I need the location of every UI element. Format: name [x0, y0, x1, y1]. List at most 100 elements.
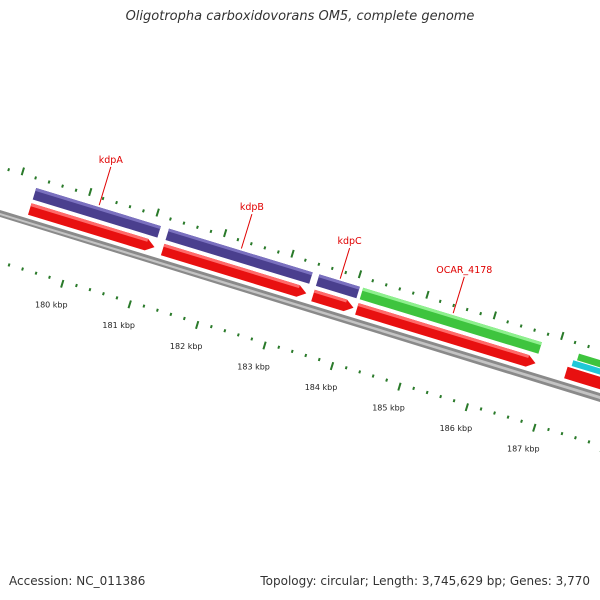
gene-bar-layer	[32, 188, 600, 375]
cds-arrow	[311, 289, 354, 312]
inner-minor-tick	[452, 399, 456, 403]
inner-minor-tick	[587, 440, 591, 444]
outer-minor-tick	[573, 340, 577, 345]
gene-label: OCAR_4178	[436, 265, 492, 276]
outer-minor-tick	[142, 209, 145, 213]
inner-minor-tick	[48, 275, 51, 279]
outer-major-tick	[290, 249, 295, 258]
gene-label-pointer	[240, 213, 253, 249]
gene-label: kdpC	[337, 236, 362, 247]
outer-minor-tick	[276, 250, 280, 254]
outer-minor-tick	[398, 287, 402, 291]
inner-minor-tick	[425, 390, 429, 395]
outer-minor-tick	[47, 180, 51, 184]
scale-tick-label: 187 kbp	[507, 445, 540, 454]
inner-minor-tick	[21, 267, 24, 271]
backbone-layer	[0, 210, 600, 402]
gene-bar	[32, 188, 161, 238]
gene-label-pointer	[339, 247, 351, 279]
inner-minor-tick	[236, 333, 240, 337]
cds-arrow	[355, 303, 536, 367]
inner-tick-ring	[7, 263, 600, 453]
outer-minor-tick	[182, 221, 186, 225]
cds-arrow-highlight	[357, 303, 530, 358]
outer-major-tick	[560, 331, 565, 341]
outer-minor-tick	[128, 205, 132, 209]
inner-minor-tick	[169, 312, 173, 317]
inner-major-tick	[60, 279, 65, 288]
outer-minor-tick	[209, 229, 213, 234]
gene-bar-highlight	[362, 287, 542, 346]
accession-text: Accession: NC_011386	[9, 574, 146, 588]
outer-minor-tick	[196, 225, 199, 229]
inner-major-tick	[127, 300, 132, 309]
inner-minor-tick	[290, 349, 294, 354]
inner-minor-tick	[277, 345, 281, 349]
inner-minor-tick	[547, 427, 550, 432]
inner-minor-tick	[520, 419, 523, 423]
scale-tick-label: 184 kbp	[305, 383, 338, 392]
inner-minor-tick	[493, 411, 496, 415]
gene-bar-partial-cyan	[571, 360, 600, 375]
outer-minor-tick	[479, 311, 483, 316]
outer-minor-tick	[438, 299, 442, 304]
cds-arrow	[160, 243, 307, 297]
gene-bar-partial-green	[577, 353, 600, 368]
gene-label-pointer	[452, 276, 465, 314]
inner-minor-tick	[142, 304, 146, 308]
figure-title: Oligotropha carboxidovorans OM5, complet…	[125, 9, 475, 24]
inner-minor-tick	[574, 436, 577, 440]
inner-major-tick	[262, 341, 267, 350]
genome-backbone-highlight	[0, 213, 600, 399]
inner-minor-tick	[156, 308, 159, 312]
gene-label-pointer	[98, 166, 112, 206]
gene-bar-highlight	[168, 228, 313, 276]
cds-arrow-highlight	[313, 289, 348, 303]
gene-label: kdpA	[99, 155, 124, 166]
outer-minor-tick	[546, 332, 550, 336]
outer-minor-tick	[587, 344, 590, 349]
inner-minor-tick	[75, 283, 78, 288]
outer-minor-tick	[7, 167, 11, 172]
outer-minor-tick	[533, 328, 536, 332]
inner-minor-tick	[115, 296, 119, 300]
outer-minor-tick	[344, 270, 348, 275]
gene-bar-highlight	[318, 274, 360, 290]
inner-minor-tick	[209, 324, 213, 329]
inner-minor-tick	[412, 386, 416, 391]
outer-minor-tick	[74, 188, 78, 192]
scale-tick-label: 183 kbp	[237, 362, 270, 371]
cds-arrow-highlight	[30, 203, 149, 242]
gene-bar	[165, 228, 313, 284]
outer-minor-tick	[384, 283, 388, 287]
gene-label: kdpB	[240, 202, 264, 213]
inner-major-tick	[532, 423, 537, 432]
outer-minor-tick	[303, 258, 307, 262]
outer-minor-tick	[519, 324, 523, 328]
outer-major-tick	[88, 187, 93, 197]
outer-major-tick	[223, 229, 228, 238]
outer-major-tick	[20, 167, 25, 176]
inner-minor-tick	[358, 370, 362, 374]
scale-tick-label: 182 kbp	[170, 342, 203, 351]
scale-tick-label: 180 kbp	[35, 301, 68, 310]
outer-minor-tick	[101, 196, 105, 201]
inner-minor-tick	[479, 407, 483, 411]
inner-minor-tick	[304, 353, 308, 358]
inner-minor-tick	[223, 329, 227, 333]
outer-minor-tick	[236, 237, 240, 242]
outer-minor-tick	[371, 279, 375, 283]
scale-tick-label: 186 kbp	[440, 424, 473, 433]
outer-minor-tick	[411, 291, 415, 295]
inner-minor-tick	[385, 378, 389, 382]
outer-minor-tick	[506, 320, 510, 324]
inner-minor-tick	[7, 263, 11, 267]
inner-minor-tick	[560, 431, 564, 436]
outer-major-tick	[492, 311, 497, 320]
cds-arrow-layer	[28, 203, 600, 390]
inner-major-tick	[329, 361, 335, 371]
inner-minor-tick	[439, 394, 443, 399]
gene-bar	[315, 274, 360, 299]
